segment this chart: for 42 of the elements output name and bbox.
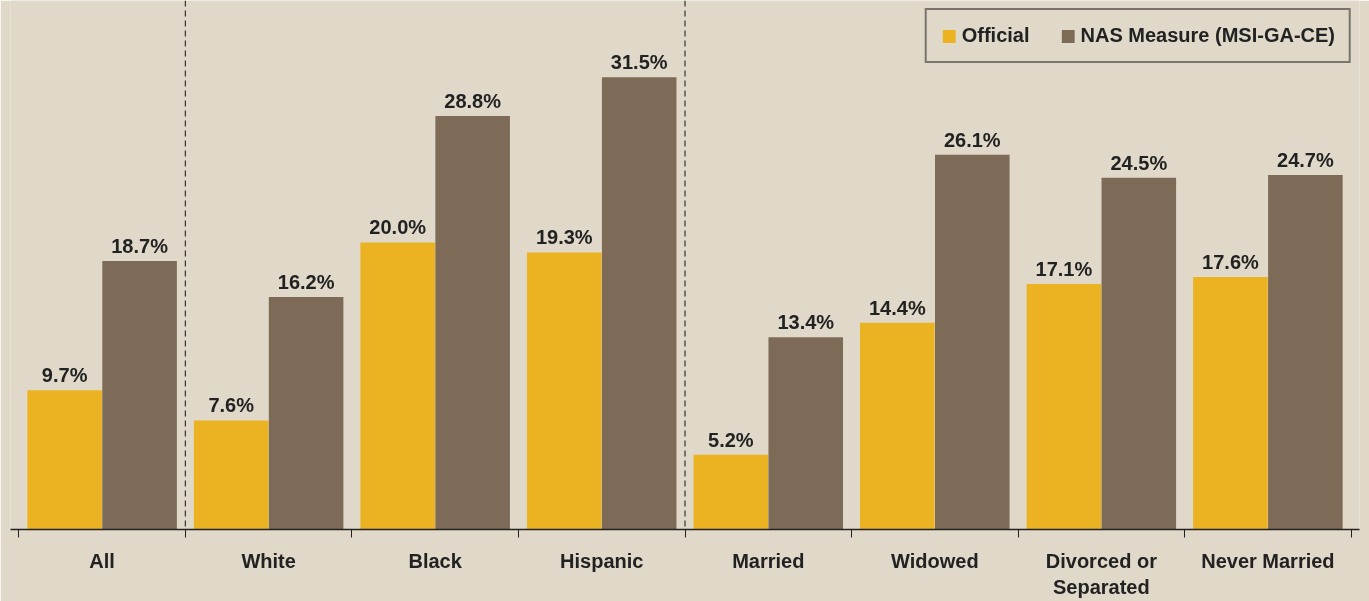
data-label: 17.6% <box>1202 250 1259 273</box>
data-label: 16.2% <box>277 270 335 293</box>
x-tick-label: Black <box>408 549 463 572</box>
data-label: 28.8% <box>444 90 502 113</box>
data-label: 19.3% <box>535 226 593 249</box>
legend-label: NAS Measure (MSI-GA-CE) <box>1080 24 1335 47</box>
bar <box>435 116 510 530</box>
bar <box>1026 284 1102 530</box>
data-label: 5.2% <box>708 428 754 451</box>
bar <box>193 420 269 530</box>
bar <box>526 252 602 530</box>
bar <box>768 337 844 530</box>
bar <box>1268 174 1343 530</box>
x-tick-label: White <box>241 549 296 572</box>
data-label: 9.7% <box>41 364 88 387</box>
bar <box>102 261 177 530</box>
data-label: 13.4% <box>777 311 835 334</box>
bar <box>860 322 935 530</box>
data-label: 26.1% <box>943 128 1001 151</box>
data-label: 24.5% <box>1110 151 1168 174</box>
data-label: 14.4% <box>868 296 926 319</box>
bar <box>935 154 1010 530</box>
legend-label: Official <box>961 24 1030 47</box>
bar <box>601 77 677 530</box>
data-label: 24.7% <box>1277 148 1334 171</box>
bar <box>1101 177 1177 530</box>
bar <box>1193 276 1268 530</box>
x-tick-label: Hispanic <box>560 549 644 572</box>
bar <box>268 296 344 530</box>
bar <box>693 454 769 530</box>
data-label: 20.0% <box>369 216 427 239</box>
data-label: 18.7% <box>111 235 169 258</box>
bar <box>360 242 435 530</box>
bar <box>27 390 102 530</box>
x-tick-label: Divorced or Separated <box>1045 549 1158 598</box>
x-tick-label: All <box>89 549 115 572</box>
data-label: 7.6% <box>208 394 255 417</box>
data-label: 31.5% <box>610 51 668 74</box>
data-label: 17.1% <box>1035 258 1093 281</box>
x-tick-label: Never Married <box>1201 549 1335 572</box>
x-tick-label: Widowed <box>891 549 979 572</box>
x-tick-label: Married <box>732 549 805 572</box>
